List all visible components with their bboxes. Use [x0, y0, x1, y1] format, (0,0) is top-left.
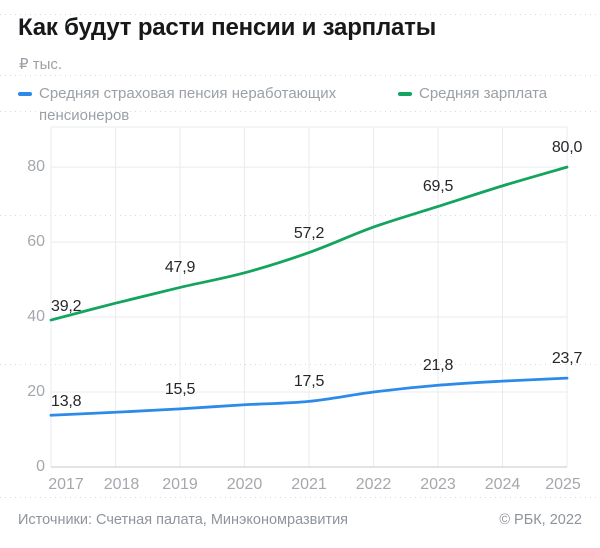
legend-item-pension: Средняя страховая пенсия неработающих пе…: [18, 83, 358, 127]
value-label: 17,5: [293, 373, 325, 391]
legend-label-pension: Средняя страховая пенсия неработающих пе…: [39, 85, 337, 124]
value-label: 23,7: [551, 350, 583, 368]
footer-copyright: © РБК, 2022: [499, 512, 582, 528]
x-tick-label: 2022: [355, 476, 392, 493]
x-tick-label: 2023: [420, 476, 456, 493]
value-label: 47,9: [164, 259, 196, 277]
unit-label: ₽ тыс.: [19, 56, 63, 73]
value-label: 69,5: [422, 178, 454, 196]
x-tick-label: 2025: [545, 476, 581, 493]
x-tick-label: 2020: [226, 476, 263, 493]
x-tick-label: 2017: [48, 476, 84, 493]
value-label: 21,8: [422, 357, 454, 375]
legend-item-salary: Средняя зарплата: [398, 83, 547, 105]
x-tick-label: 2019: [162, 476, 198, 493]
y-tick-label: 80: [27, 158, 45, 176]
footer-sources: Источники: Счетная палата, Минэкономразв…: [18, 512, 349, 528]
salary-line-swatch-icon: [398, 92, 412, 96]
series-line-salary: [49, 165, 569, 322]
value-label: 80,0: [551, 139, 583, 157]
x-tick-label: 2021: [291, 476, 327, 493]
legend-label-salary: Средняя зарплата: [419, 85, 548, 102]
series-line-pension: [49, 376, 569, 417]
value-label: 39,2: [51, 298, 82, 316]
x-tick-label: 2018: [103, 476, 140, 493]
pension-line-swatch-icon: [18, 92, 32, 96]
y-tick-label: 60: [27, 233, 45, 251]
chart-title: Как будут расти пенсии и зарплаты: [18, 14, 436, 41]
value-label: 57,2: [293, 224, 325, 242]
y-tick-label: 40: [27, 308, 45, 326]
y-tick-label: 0: [36, 458, 45, 475]
y-tick-label: 20: [27, 383, 45, 401]
value-label: 15,5: [164, 380, 196, 398]
value-label: 13,8: [51, 393, 82, 411]
x-tick-label: 2024: [484, 476, 521, 493]
